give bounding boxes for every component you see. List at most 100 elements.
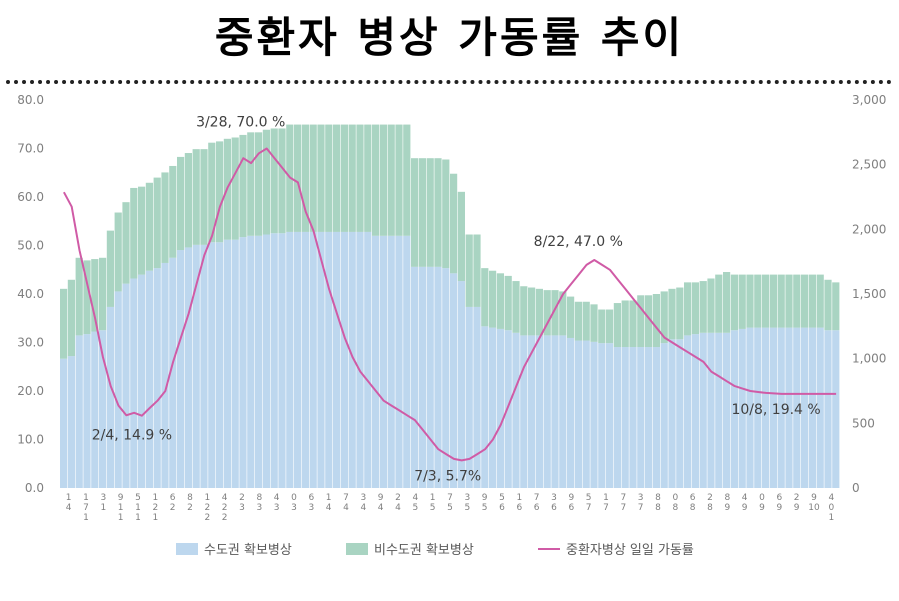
capital-bed-bar <box>418 266 426 488</box>
noncapital-bed-bar <box>598 309 606 344</box>
capital-bed-bar <box>145 270 153 488</box>
data-annotation: 3/28, 70.0 % <box>196 115 285 131</box>
noncapital-bed-bar <box>777 274 785 328</box>
noncapital-bed-bar <box>434 158 442 267</box>
capital-bed-bar <box>535 335 543 488</box>
capital-bed-bar <box>567 337 575 488</box>
capital-bed-bar <box>699 332 707 488</box>
capital-bed-bar <box>465 306 473 488</box>
noncapital-bed-bar <box>551 290 559 336</box>
noncapital-bed-bar <box>145 182 153 271</box>
capital-bed-bar <box>738 328 746 488</box>
capital-bed-bar <box>60 358 68 488</box>
capital-bed-bar <box>262 234 270 488</box>
data-annotation: 2/4, 14.9 % <box>92 428 172 444</box>
capital-bed-bar <box>723 332 731 488</box>
capital-bed-bar <box>606 343 614 488</box>
noncapital-bed-bar <box>473 234 481 307</box>
noncapital-bed-bar <box>730 274 738 331</box>
left-axis-tick: 30.0 <box>17 336 44 350</box>
noncapital-bed-bar <box>301 124 309 232</box>
noncapital-bed-bar <box>395 124 403 236</box>
noncapital-bed-bar <box>75 257 83 336</box>
noncapital-bed-bar <box>512 281 520 333</box>
legend-swatch <box>176 543 198 555</box>
capital-bed-bar <box>395 235 403 488</box>
noncapital-bed-bar <box>200 149 208 245</box>
capital-bed-bar <box>325 231 333 489</box>
noncapital-bed-bar <box>715 274 723 333</box>
left-axis-tick: 70.0 <box>17 142 44 156</box>
capital-bed-bar <box>652 347 660 488</box>
capital-bed-bar <box>574 340 582 488</box>
noncapital-bed-bar <box>239 134 247 238</box>
right-axis-tick: 2,500 <box>852 158 886 172</box>
noncapital-bed-bar <box>418 158 426 267</box>
noncapital-bed-bar <box>543 290 551 336</box>
capital-bed-bar <box>130 278 138 488</box>
capital-bed-bar <box>434 266 442 488</box>
capital-bed-bar <box>426 266 434 488</box>
noncapital-bed-bar <box>372 124 380 236</box>
noncapital-bed-bar <box>138 186 146 275</box>
capital-bed-bar <box>691 334 699 488</box>
capital-bed-bar <box>247 235 255 488</box>
legend-swatch <box>346 543 368 555</box>
capital-bed-bar <box>200 244 208 488</box>
noncapital-bed-bar <box>793 274 801 328</box>
noncapital-bed-bar <box>528 287 536 336</box>
noncapital-bed-bar <box>379 124 387 236</box>
capital-bed-bar <box>340 231 348 489</box>
capital-bed-bar <box>372 235 380 488</box>
noncapital-bed-bar <box>520 286 528 336</box>
capital-bed-bar <box>379 235 387 488</box>
noncapital-bed-bar <box>590 304 598 342</box>
capital-bed-bar <box>684 335 692 488</box>
capital-bed-bar <box>793 327 801 488</box>
noncapital-bed-bar <box>99 257 107 331</box>
noncapital-bed-bar <box>504 275 512 331</box>
noncapital-bed-bar <box>652 294 660 348</box>
noncapital-bed-bar <box>153 177 161 269</box>
capital-bed-bar <box>754 327 762 488</box>
capital-bed-bar <box>598 343 606 488</box>
noncapital-bed-bar <box>754 274 762 328</box>
noncapital-bed-bar <box>629 300 637 348</box>
capital-bed-bar <box>364 231 372 489</box>
noncapital-bed-bar <box>294 124 302 232</box>
noncapital-bed-bar <box>364 124 372 232</box>
right-axis-tick: 2,000 <box>852 222 886 236</box>
capital-bed-bar <box>223 239 231 488</box>
noncapital-bed-bar <box>832 282 840 331</box>
capital-bed-bar <box>114 291 122 488</box>
page-title: 중환자 병상 가동률 추이 <box>214 13 685 62</box>
noncapital-bed-bar <box>785 274 793 328</box>
capital-bed-bar <box>294 231 302 489</box>
legend-label: 수도권 확보병상 <box>204 543 292 558</box>
capital-bed-bar <box>348 231 356 489</box>
noncapital-bed-bar <box>613 303 621 348</box>
right-axis-tick: 1,500 <box>852 287 886 301</box>
noncapital-bed-bar <box>231 137 239 240</box>
noncapital-bed-bar <box>816 274 824 328</box>
capital-bed-bar <box>301 231 309 489</box>
data-annotation: 8/22, 47.0 % <box>534 234 623 250</box>
left-axis-tick: 20.0 <box>17 384 44 398</box>
noncapital-bed-bar <box>559 291 567 336</box>
capital-bed-bar <box>777 327 785 488</box>
capital-bed-bar <box>730 330 738 488</box>
legend-label: 비수도권 확보병상 <box>374 543 474 558</box>
capital-bed-bar <box>645 347 653 488</box>
